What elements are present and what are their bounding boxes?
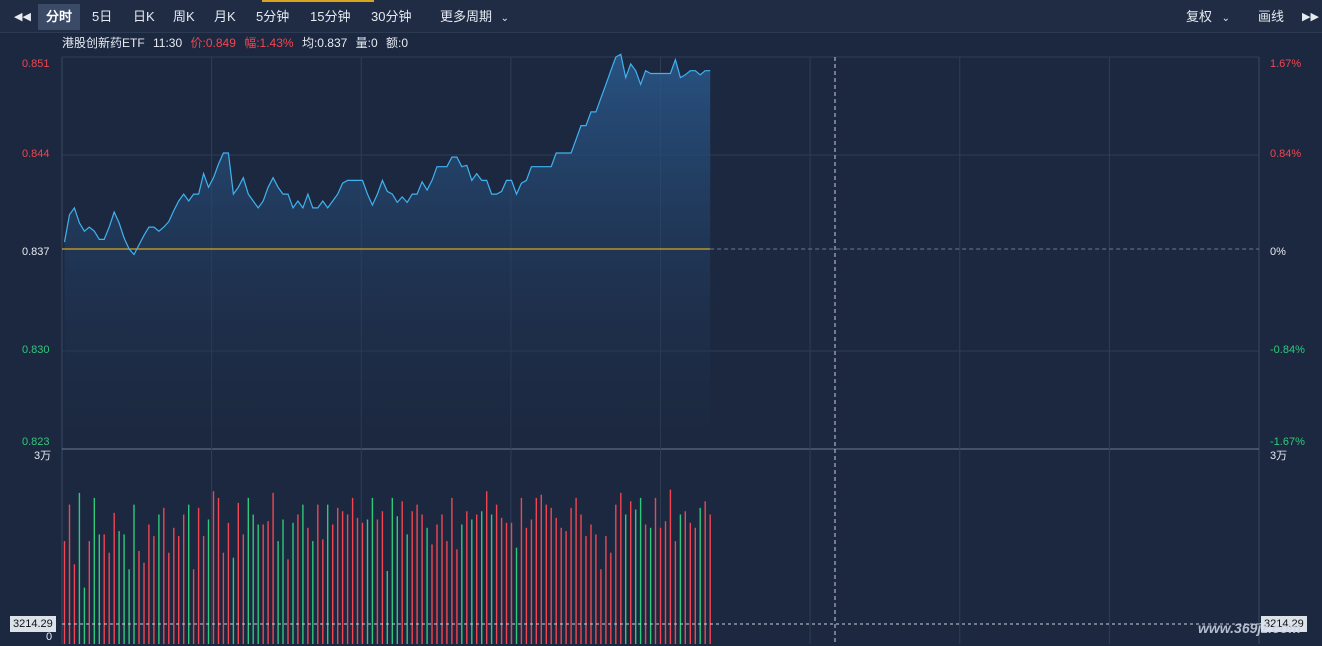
price-line — [63, 53, 711, 256]
y-tick-right: 0.84% — [1270, 148, 1302, 160]
volume-max-left: 3万 — [34, 450, 52, 462]
y-tick-left: 0.823 — [22, 436, 50, 448]
y-tick-left: 0.851 — [22, 58, 50, 70]
tab-monthly-k[interactable]: 月K — [214, 9, 236, 24]
volume-max-right: 3万 — [1270, 450, 1288, 462]
quote-volume: 量:0 — [355, 36, 378, 50]
quote-price: 价:0.849 — [190, 36, 236, 50]
fuquan-dropdown[interactable]: 复权 ⌄ — [1186, 4, 1230, 30]
tab-intraday[interactable]: 分时 — [38, 4, 80, 30]
tab-5min[interactable]: 5分钟 — [256, 9, 290, 24]
period-toolbar: ◀◀ 分时 5日 日K 周K 月K 5分钟 15分钟 30分钟 更多周期 ⌄ 复… — [0, 0, 1322, 33]
toolbar-accent-line — [262, 0, 374, 2]
quote-change: 幅:1.43% — [244, 36, 294, 50]
y-tick-right: -1.67% — [1270, 436, 1305, 448]
chevron-down-icon: ⌄ — [500, 13, 510, 24]
price-area-fill — [64, 54, 711, 449]
chevron-down-icon: ⌄ — [1221, 13, 1231, 24]
tab-daily-k[interactable]: 日K — [133, 9, 155, 24]
volume-bars — [63, 489, 711, 644]
draw-line-button[interactable]: 画线 — [1258, 9, 1285, 24]
double-chevron-left-icon[interactable]: ◀◀ — [14, 11, 31, 23]
more-periods-label: 更多周期 — [440, 9, 493, 24]
y-tick-left: 0.844 — [22, 148, 50, 160]
quote-time: 11:30 — [153, 36, 183, 50]
quote-average: 均:0.837 — [301, 36, 348, 50]
quote-amount: 额:0 — [386, 36, 409, 50]
tab-30min[interactable]: 30分钟 — [371, 9, 412, 24]
y-tick-right: -0.84% — [1270, 344, 1305, 356]
y-tick-right: 1.67% — [1270, 58, 1302, 70]
watermark-text: www.369jz.com — [1198, 620, 1301, 636]
volume-ref-tag-right: 3214.29 — [1261, 616, 1307, 632]
volume-ref-tag-left: 3214.29 — [10, 616, 56, 632]
tab-weekly-k[interactable]: 周K — [173, 9, 195, 24]
fuquan-label: 复权 — [1186, 9, 1213, 24]
y-tick-left: 0.837 — [22, 246, 50, 258]
more-periods-dropdown[interactable]: 更多周期 ⌄ — [440, 4, 509, 30]
volume-zero-label: 0 — [46, 631, 53, 643]
quote-info-bar: 港股创新药ETF 11:30 价:0.849 幅:1.43% 均:0.837 量… — [62, 35, 413, 51]
double-chevron-right-icon[interactable]: ▶▶ — [1302, 11, 1319, 23]
tab-5day[interactable]: 5日 — [92, 9, 113, 24]
security-name: 港股创新药ETF — [62, 36, 145, 50]
tab-15min[interactable]: 15分钟 — [310, 9, 351, 24]
y-tick-right: 0% — [1270, 246, 1286, 258]
y-tick-left: 0.830 — [22, 344, 50, 356]
